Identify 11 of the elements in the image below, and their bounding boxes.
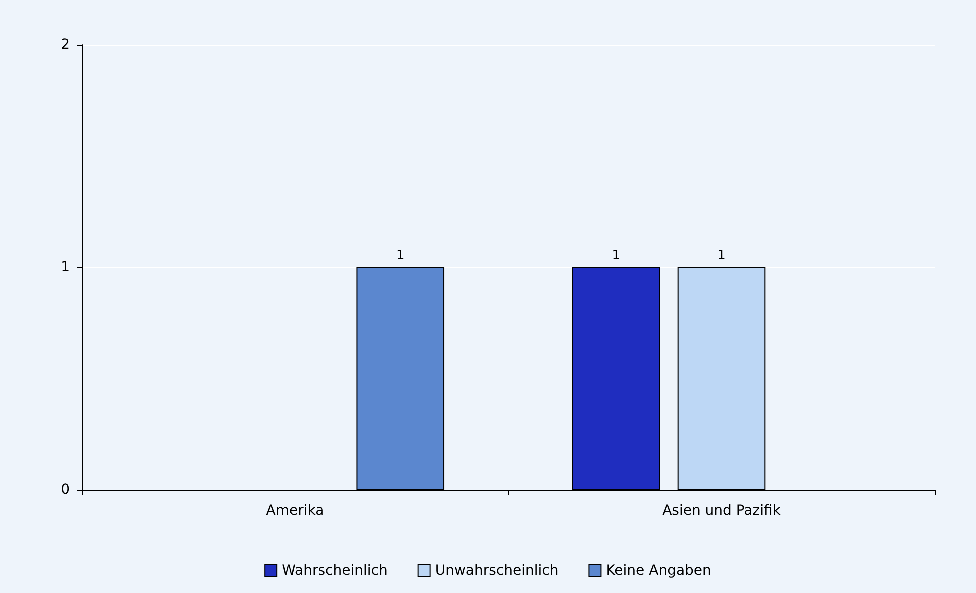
data-label: 1 [396, 248, 405, 264]
x-tick-label: Asien und Pazifik [662, 503, 782, 519]
y-tick-label: 1 [61, 260, 70, 276]
data-label: 1 [612, 248, 621, 264]
data-label: 1 [718, 248, 726, 264]
x-tick-label: Amerika [266, 503, 324, 519]
y-tick-label: 0 [61, 482, 70, 498]
y-tick-label: 2 [61, 37, 70, 53]
legend-label: Unwahrscheinlich [435, 563, 559, 579]
legend-label: Wahrscheinlich [282, 563, 388, 579]
legend-label: Keine Angaben [606, 563, 712, 579]
